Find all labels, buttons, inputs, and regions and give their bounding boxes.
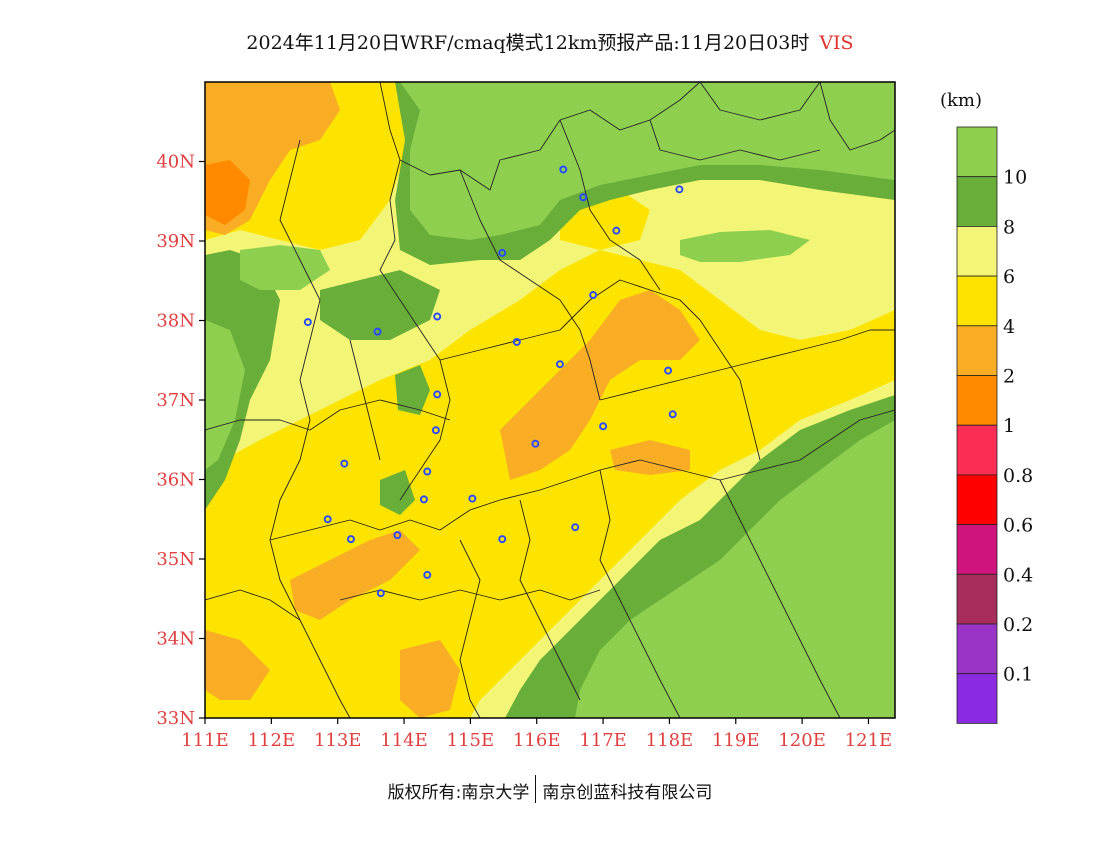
vis-field-2-4-east [610, 440, 690, 475]
lat-tick-label: 37N [156, 390, 195, 411]
lat-tick-label: 34N [156, 629, 195, 650]
city-marker [555, 360, 564, 369]
city-marker [579, 193, 588, 202]
vis-field-2-4-south2 [400, 640, 460, 718]
city-marker [346, 535, 355, 544]
vis-field-gt10-nw [240, 245, 330, 290]
city-marker [589, 291, 598, 300]
city-marker [431, 426, 440, 435]
map-title: 2024年11月20日WRF/cmaq模式12km预报产品:11月20日03时 V… [0, 28, 1100, 55]
lon-tick-label: 118E [646, 730, 694, 751]
latitude-axis: 40N 39N 38N 37N 36N 35N 34N 33N [156, 152, 205, 729]
lon-tick-label: 111E [181, 730, 229, 751]
city-marker [571, 523, 580, 532]
lon-tick-label: 117E [579, 730, 627, 751]
vis-field-4-6 [205, 250, 895, 718]
vis-field-1-2 [205, 160, 250, 225]
lon-tick-label: 112E [248, 730, 296, 751]
city-markers [303, 165, 684, 598]
longitude-axis: 111E 112E 113E 114E 115E 116E 117E 118E 119E 120E… [181, 718, 892, 751]
copyright-left: 版权所有:南京大学 [387, 783, 530, 803]
lon-tick-label: 114E [380, 730, 428, 751]
city-marker [303, 318, 312, 327]
city-marker [373, 327, 382, 336]
city-marker [323, 515, 332, 524]
lon-tick-label: 113E [314, 730, 362, 751]
city-marker [531, 439, 540, 448]
lon-tick-label: 119E [712, 730, 760, 751]
title-variable: VIS [819, 32, 854, 54]
city-marker [668, 410, 677, 419]
lon-tick-label: 120E [778, 730, 826, 751]
vis-field-gt10-north [400, 82, 895, 240]
city-marker [612, 226, 621, 235]
lat-tick-label: 36N [156, 470, 195, 491]
legend-unit: (km) [940, 90, 983, 111]
lat-tick-label: 40N [156, 152, 195, 173]
vis-field-8-10-south [380, 470, 415, 515]
admin-boundaries [205, 82, 895, 718]
vis-field-2-4-central [500, 290, 700, 480]
copyright-right: 南京创蓝科技有限公司 [542, 783, 713, 803]
vis-field-gt10-band [680, 230, 810, 262]
lon-tick-label: 121E [845, 730, 893, 751]
lon-tick-label: 116E [513, 730, 561, 751]
vis-field-gt10-se [575, 420, 895, 718]
city-marker [498, 535, 507, 544]
copyright-separator [535, 775, 537, 803]
city-marker [376, 589, 385, 598]
lon-tick-label: 115E [447, 730, 495, 751]
city-marker [675, 185, 684, 194]
city-marker [559, 165, 568, 174]
vis-field-2-4-south [290, 530, 420, 620]
city-marker [433, 312, 442, 321]
city-marker [419, 495, 428, 504]
lat-tick-label: 33N [156, 708, 195, 729]
city-marker [433, 390, 442, 399]
lat-tick-label: 38N [156, 311, 195, 332]
lat-tick-label: 35N [156, 549, 195, 570]
lat-tick-label: 39N [156, 231, 195, 252]
vis-field-gt10-west [205, 320, 245, 470]
copyright: 版权所有:南京大学 南京创蓝科技有限公司 [0, 775, 1100, 807]
vis-field-8-10-lake [395, 365, 430, 415]
city-marker [423, 467, 432, 476]
visibility-field [205, 82, 895, 718]
city-marker [340, 459, 349, 468]
city-marker [498, 248, 507, 257]
vis-field-8-10-mid [320, 270, 440, 340]
city-marker [512, 337, 521, 346]
city-marker [393, 531, 402, 540]
city-marker [599, 422, 608, 431]
city-marker [664, 366, 673, 375]
vis-field-2-4-sw [205, 630, 270, 700]
title-text: 2024年11月20日WRF/cmaq模式12km预报产品:11月20日03时 [246, 32, 810, 54]
city-marker [468, 494, 477, 503]
city-marker [423, 570, 432, 579]
